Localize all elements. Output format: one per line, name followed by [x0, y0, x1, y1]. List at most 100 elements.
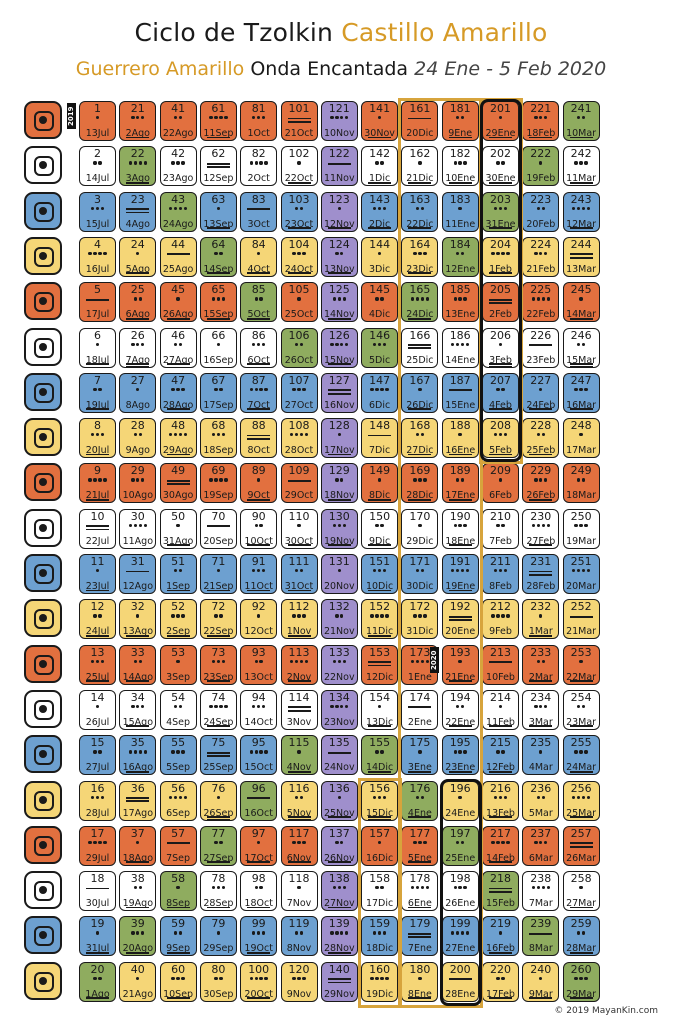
kin-cell[interactable]: 123 12Nov	[320, 191, 358, 232]
kin-cell[interactable]: 223 20Feb	[522, 191, 560, 232]
kin-cell[interactable]: 179 7Ene	[401, 916, 439, 957]
kin-cell[interactable]: 52 2Sep	[159, 599, 197, 640]
kin-cell[interactable]: 221 18Feb	[522, 101, 560, 141]
kin-cell[interactable]: 144 3Dic	[361, 236, 399, 277]
kin-cell[interactable]: 160 19Dic	[361, 961, 399, 1002]
kin-cell[interactable]: 83 3Oct	[240, 191, 278, 232]
kin-cell[interactable]: 198 26Ene	[441, 871, 479, 912]
kin-cell[interactable]: 45 26Ago	[159, 282, 197, 323]
kin-cell[interactable]: 255 24Mar	[562, 735, 600, 776]
kin-cell[interactable]: 29 10Ago	[119, 463, 157, 504]
kin-cell[interactable]: 25 6Ago	[119, 282, 157, 323]
kin-cell[interactable]: 127 16Nov	[320, 372, 358, 413]
kin-cell[interactable]: 80 30Sep	[199, 961, 237, 1002]
kin-cell[interactable]: 78 28Sep	[199, 871, 237, 912]
kin-cell[interactable]: 99 19Oct	[240, 916, 278, 957]
kin-cell[interactable]: 85 5Oct	[240, 282, 278, 323]
kin-cell[interactable]: 175 3Ene	[401, 735, 439, 776]
kin-cell[interactable]: 2 14Jul	[79, 146, 116, 187]
kin-cell[interactable]: 114 3Nov	[280, 689, 318, 730]
kin-cell[interactable]: 182 10Ene	[441, 146, 479, 187]
kin-cell[interactable]: 118 7Nov	[280, 871, 318, 912]
kin-cell[interactable]: 68 18Sep	[199, 418, 237, 459]
kin-cell[interactable]: 40 21Ago	[119, 961, 157, 1002]
kin-cell[interactable]: 172 31Dic	[401, 599, 439, 640]
kin-cell[interactable]: 174 2Ene	[401, 689, 439, 730]
kin-cell[interactable]: 230 27Feb	[522, 508, 560, 549]
kin-cell[interactable]: 187 15Ene	[441, 372, 479, 413]
kin-cell[interactable]: 31 12Ago	[119, 554, 157, 594]
kin-cell[interactable]: 200 28Ene	[441, 961, 479, 1002]
kin-cell[interactable]: 55 5Sep	[159, 735, 197, 776]
kin-cell[interactable]: 69 19Sep	[199, 463, 237, 504]
kin-cell[interactable]: 90 10Oct	[240, 508, 278, 549]
kin-cell[interactable]: 134 23Nov	[320, 689, 358, 730]
kin-cell[interactable]: 110 30Oct	[280, 508, 318, 549]
kin-cell[interactable]: 142 1Dic	[361, 146, 399, 187]
kin-cell[interactable]: 249 18Mar	[562, 463, 600, 504]
kin-cell[interactable]: 239 8Mar	[522, 916, 560, 957]
kin-cell[interactable]: 137 26Nov	[320, 825, 358, 866]
kin-cell[interactable]: 219 16Feb	[482, 916, 519, 957]
kin-cell[interactable]: 191 19Ene	[441, 554, 479, 594]
kin-cell[interactable]: 121 10Nov	[320, 101, 358, 141]
kin-cell[interactable]: 238 7Mar	[522, 871, 560, 912]
kin-cell[interactable]: 206 3Feb	[482, 327, 519, 368]
kin-cell[interactable]: 22 3Ago	[119, 146, 157, 187]
kin-cell[interactable]: 42 23Ago	[159, 146, 197, 187]
kin-cell[interactable]: 158 17Dic	[361, 871, 399, 912]
kin-cell[interactable]: 141 30Nov	[361, 101, 399, 141]
kin-cell[interactable]: 214 11Feb	[482, 689, 519, 730]
kin-cell[interactable]: 132 21Nov	[320, 599, 358, 640]
kin-cell[interactable]: 171 30Dic	[401, 554, 439, 594]
kin-cell[interactable]: 39 20Ago	[119, 916, 157, 957]
kin-cell[interactable]: 211 8Feb	[482, 554, 519, 594]
kin-cell[interactable]: 222 19Feb	[522, 146, 560, 187]
kin-cell[interactable]: 91 11Oct	[240, 554, 278, 594]
kin-cell[interactable]: 28 9Ago	[119, 418, 157, 459]
kin-cell[interactable]: 76 26Sep	[199, 780, 237, 821]
kin-cell[interactable]: 184 12Ene	[441, 236, 479, 277]
kin-cell[interactable]: 138 27Nov	[320, 871, 358, 912]
kin-cell[interactable]: 101 21Oct	[280, 101, 318, 141]
kin-cell[interactable]: 192 20Ene	[441, 599, 479, 640]
kin-cell[interactable]: 50 31Ago	[159, 508, 197, 549]
kin-cell[interactable]: 15 27Jul	[79, 735, 116, 776]
kin-cell[interactable]: 234 3Mar	[522, 689, 560, 730]
kin-cell[interactable]: 113 2Nov	[280, 644, 318, 685]
kin-cell[interactable]: 7 19Jul	[79, 372, 116, 413]
kin-cell[interactable]: 128 17Nov	[320, 418, 358, 459]
kin-cell[interactable]: 176 4Ene	[401, 780, 439, 821]
kin-cell[interactable]: 16 28Jul	[79, 780, 116, 821]
kin-cell[interactable]: 130 19Nov	[320, 508, 358, 549]
kin-cell[interactable]: 163 22Dic	[401, 191, 439, 232]
kin-cell[interactable]: 58 8Sep	[159, 871, 197, 912]
kin-cell[interactable]: 248 17Mar	[562, 418, 600, 459]
kin-cell[interactable]: 245 14Mar	[562, 282, 600, 323]
kin-cell[interactable]: 135 24Nov	[320, 735, 358, 776]
kin-cell[interactable]: 116 5Nov	[280, 780, 318, 821]
kin-cell[interactable]: 48 29Ago	[159, 418, 197, 459]
kin-cell[interactable]: 74 24Sep	[199, 689, 237, 730]
kin-cell[interactable]: 232 1Mar	[522, 599, 560, 640]
kin-cell[interactable]: 107 27Oct	[280, 372, 318, 413]
kin-cell[interactable]: 190 18Ene	[441, 508, 479, 549]
kin-cell[interactable]: 24 5Ago	[119, 236, 157, 277]
kin-cell[interactable]: 32 13Ago	[119, 599, 157, 640]
kin-cell[interactable]: 6 18Jul	[79, 327, 116, 368]
kin-cell[interactable]: 65 15Sep	[199, 282, 237, 323]
kin-cell[interactable]: 159 18Dic	[361, 916, 399, 957]
kin-cell[interactable]: 82 2Oct	[240, 146, 278, 187]
kin-cell[interactable]: 131 20Nov	[320, 554, 358, 594]
kin-cell[interactable]: 242 11Mar	[562, 146, 600, 187]
kin-cell[interactable]: 30 11Ago	[119, 508, 157, 549]
kin-cell[interactable]: 106 26Oct	[280, 327, 318, 368]
kin-cell[interactable]: 98 18Oct	[240, 871, 278, 912]
kin-cell[interactable]: 153 12Dic	[361, 644, 399, 685]
kin-cell[interactable]: 166 25Dic	[401, 327, 439, 368]
kin-cell[interactable]: 250 19Mar	[562, 508, 600, 549]
kin-cell[interactable]: 136 25Nov	[320, 780, 358, 821]
kin-cell[interactable]: 21 2Ago	[119, 101, 157, 141]
kin-cell[interactable]: 49 30Ago	[159, 463, 197, 504]
kin-cell[interactable]: 224 21Feb	[522, 236, 560, 277]
